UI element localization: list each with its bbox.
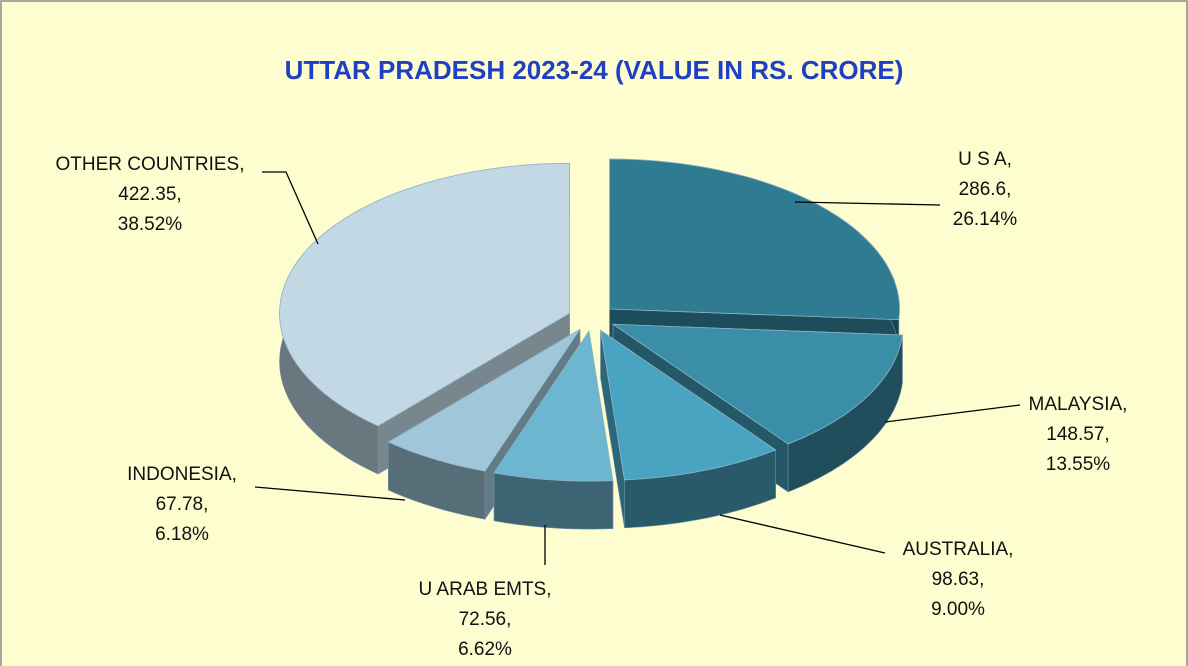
value-label: 286.6, — [959, 179, 1012, 200]
chart-title: UTTAR PRADESH 2023-24 (VALUE IN RS. CROR… — [285, 55, 904, 85]
category-label: U S A, — [958, 149, 1012, 170]
value-label: 422.35, — [118, 184, 181, 205]
leader-line — [884, 404, 1021, 423]
value-label: 67.78, — [156, 494, 209, 515]
leader-line — [254, 486, 406, 501]
value-label: 98.63, — [932, 569, 985, 590]
percent-label: 6.62% — [458, 639, 512, 660]
slice — [493, 330, 614, 530]
category-label: OTHER COUNTRIES, — [56, 154, 245, 175]
category-label: U ARAB EMTS, — [418, 579, 551, 600]
slice-top — [611, 323, 903, 445]
slice — [600, 329, 777, 529]
leader-line — [719, 514, 886, 554]
percent-label: 9.00% — [931, 599, 985, 620]
value-label: 72.56, — [459, 609, 512, 630]
category-label: MALAYSIA, — [1029, 394, 1128, 415]
labels: U S A, 286.6, 26.14% MALAYSIA, 148.57, 13.55%… — [56, 149, 1128, 660]
percent-label: 13.55% — [1046, 454, 1111, 475]
category-label: INDONESIA, — [127, 464, 237, 485]
leader-line — [262, 171, 319, 245]
category-label: AUSTRALIA, — [903, 539, 1014, 560]
slice-top — [279, 162, 570, 427]
slice-top — [387, 329, 581, 472]
slice-top — [600, 329, 777, 481]
slice-top — [609, 158, 900, 321]
percent-label: 38.52% — [118, 214, 183, 235]
value-label: 148.57, — [1046, 424, 1109, 445]
pie — [279, 158, 903, 530]
slice-top — [493, 330, 614, 482]
leader-line — [794, 201, 941, 206]
percent-label: 26.14% — [953, 209, 1018, 230]
percent-label: 6.18% — [155, 524, 209, 545]
